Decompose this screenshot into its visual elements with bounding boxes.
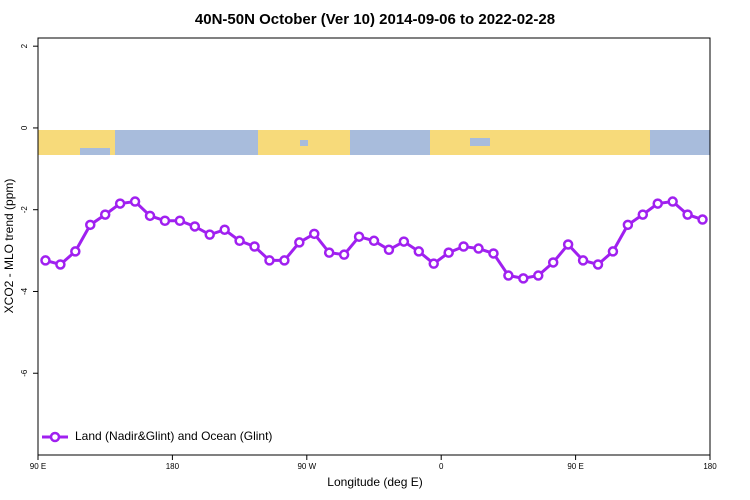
data-point (413, 246, 425, 257)
data-point (592, 259, 604, 270)
data-point (219, 224, 230, 235)
data-point (204, 229, 215, 240)
data-point (652, 198, 663, 209)
data-point (85, 219, 96, 231)
data-point (383, 244, 395, 256)
data-point (249, 241, 260, 252)
data-point (55, 259, 66, 270)
data-point (547, 257, 559, 268)
data-point (338, 249, 350, 260)
data-point (577, 255, 589, 266)
y-tick-label: -4 (20, 287, 29, 295)
data-point (533, 270, 544, 281)
data-point (562, 239, 574, 250)
x-tick-label: 90 W (297, 462, 316, 471)
data-point (174, 215, 186, 226)
x-tick-label: 180 (703, 462, 717, 471)
data-point (473, 243, 484, 254)
legend-marker (49, 431, 61, 443)
data-point (264, 255, 275, 266)
data-point (368, 235, 380, 247)
x-tick-label: 180 (166, 462, 180, 471)
y-tick-label: 2 (20, 43, 29, 48)
data-point (114, 198, 126, 209)
data-point (622, 219, 634, 231)
data-point (159, 215, 171, 226)
data-point (428, 258, 439, 269)
data-point (458, 241, 469, 252)
x-tick-label: 0 (439, 462, 444, 471)
data-point (279, 255, 290, 266)
data-point (189, 221, 201, 232)
y-tick-label: -6 (20, 369, 29, 377)
data-point (503, 270, 514, 281)
map-strip (38, 130, 710, 155)
data-point (488, 248, 499, 259)
data-point (518, 273, 529, 284)
y-tick-label: -2 (20, 206, 29, 214)
data-point (294, 237, 305, 248)
data-point (323, 247, 335, 258)
plot-frame (37, 37, 711, 456)
x-axis-label: Longitude (deg E) (327, 475, 422, 489)
legend-label: Land (Nadir&Glint) and Ocean (Glint) (75, 429, 272, 443)
data-point (697, 214, 708, 225)
chart-title: 40N-50N October (Ver 10) 2014-09-06 to 2… (195, 11, 555, 28)
data-point (234, 235, 245, 247)
data-point (309, 228, 320, 240)
data-point (129, 196, 141, 207)
x-tick-label: 90 E (30, 462, 46, 471)
data-point (99, 209, 111, 220)
y-axis-label: XCO2 - MLO trend (ppm) (2, 179, 16, 314)
data-point (353, 231, 365, 242)
data-point (443, 247, 454, 258)
data-point (607, 246, 619, 257)
data-point (398, 236, 410, 247)
data-point (682, 209, 693, 220)
data-point (144, 210, 156, 222)
data-point (40, 255, 51, 266)
data-point (70, 246, 81, 257)
y-tick-label: 0 (20, 125, 29, 130)
data-point (637, 209, 649, 220)
x-tick-label: 90 E (567, 462, 583, 471)
data-point (667, 196, 678, 207)
